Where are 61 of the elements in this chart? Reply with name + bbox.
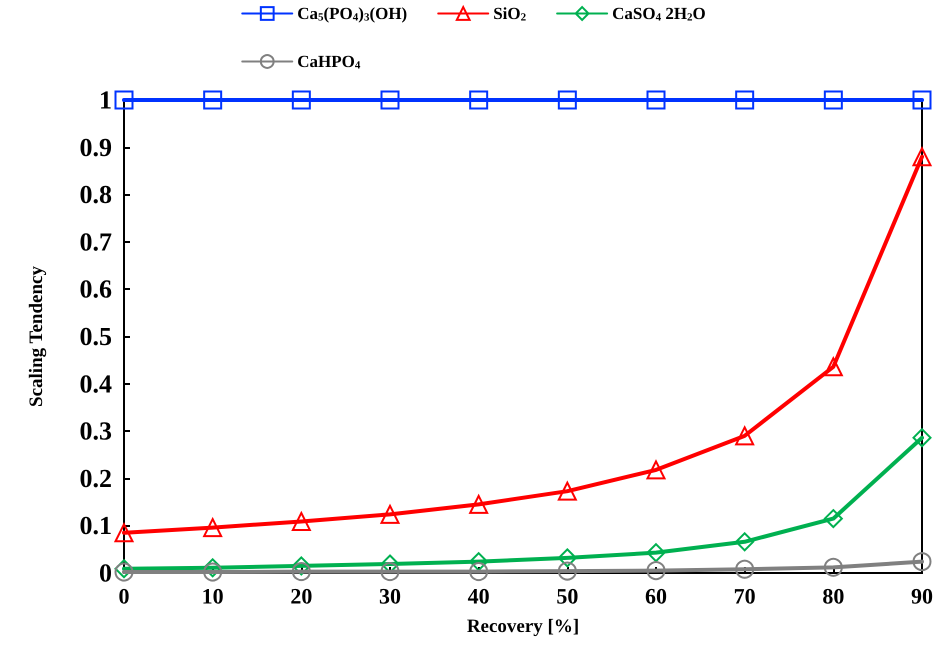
y-tick-label: 0.2 (80, 464, 112, 493)
point (824, 558, 843, 577)
x-tick-label: 0 (118, 584, 130, 608)
point (912, 428, 932, 448)
point (469, 90, 488, 110)
y-tick-label: 0.5 (80, 322, 112, 351)
point (735, 532, 754, 552)
point (646, 460, 666, 480)
point (292, 556, 311, 576)
point (292, 90, 311, 110)
point (292, 562, 311, 582)
y-tick-label: 0.1 (80, 511, 112, 540)
x-tick-label: 90 (911, 584, 933, 608)
point (824, 357, 843, 376)
y-tick-label: 0.4 (80, 369, 112, 398)
point (735, 90, 754, 110)
point (646, 543, 666, 562)
y-tick-label: 0.9 (80, 132, 112, 162)
point (558, 548, 577, 568)
x-tick-label: 30 (379, 584, 401, 608)
point (292, 512, 311, 531)
point (203, 562, 222, 582)
y-axis-title: Scaling Tendency (26, 266, 47, 407)
x-tick-label: 70 (734, 584, 756, 608)
point (203, 518, 222, 538)
point (469, 494, 488, 514)
point (114, 559, 134, 578)
point (558, 90, 577, 110)
point (824, 509, 843, 528)
point (912, 90, 932, 110)
x-tick-label: 20 (290, 584, 312, 608)
point (114, 523, 134, 542)
point (203, 90, 222, 110)
x-axis-title: Recovery [%] (466, 616, 580, 637)
y-tick-label: 0 (99, 558, 112, 588)
point (114, 90, 134, 110)
x-tick-label: 50 (556, 584, 578, 608)
y-tick-label: 0.6 (80, 274, 112, 304)
x-tick-label: 40 (468, 584, 490, 608)
point (646, 561, 666, 580)
x-tick-label: 10 (202, 584, 224, 608)
point (558, 562, 577, 581)
x-tick-label: 60 (645, 584, 667, 608)
point (558, 482, 577, 501)
point (735, 426, 754, 446)
point (469, 552, 488, 572)
y-tick-label: 0.8 (80, 180, 112, 210)
y-tick-label: 1 (99, 86, 112, 114)
point (380, 90, 400, 110)
point (912, 147, 932, 166)
point (114, 562, 134, 582)
point (912, 552, 932, 572)
point (469, 562, 488, 582)
point (646, 90, 666, 110)
x-tick-label: 80 (822, 584, 844, 608)
point (380, 562, 400, 582)
y-tick-label: 0.3 (80, 416, 112, 446)
point (735, 560, 754, 579)
y-tick-label: 0.7 (80, 227, 112, 256)
point (380, 504, 400, 524)
point (824, 90, 843, 110)
